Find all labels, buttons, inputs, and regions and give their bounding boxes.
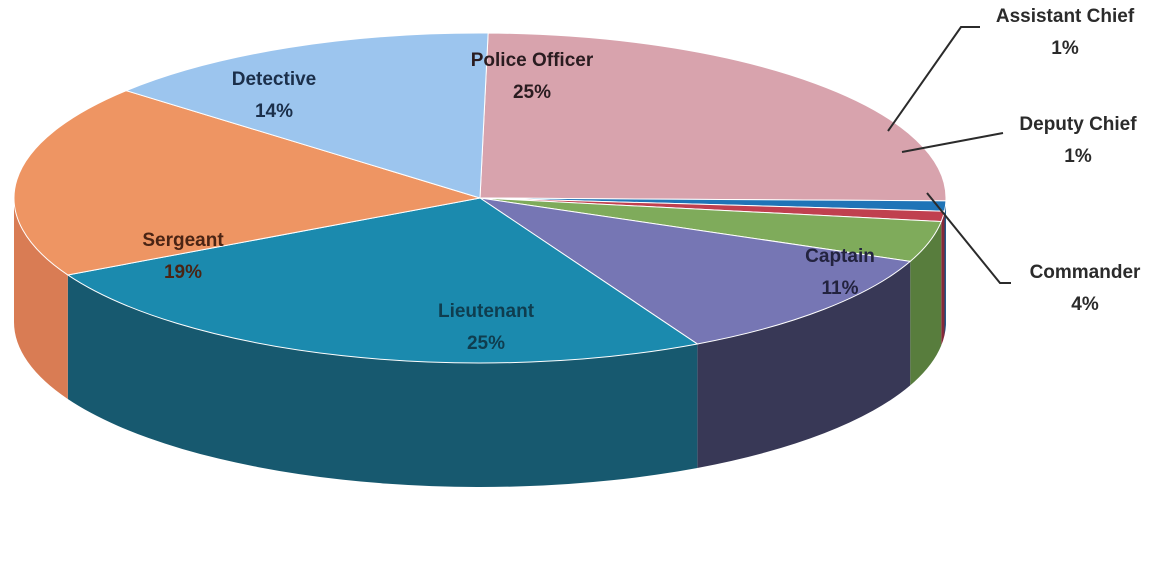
slice-label-lieutenant: Lieutenant: [438, 301, 535, 322]
slice-value-lieutenant: 25%: [467, 333, 505, 354]
pie-slice-detective: [124, 32, 489, 199]
slice-label-police-officer: Police Officer: [471, 50, 594, 71]
slice-label-deputy-chief: Deputy Chief: [1019, 114, 1137, 135]
pie-side-sergeant: [14, 198, 68, 399]
leader-line-commander: [926, 192, 1011, 284]
slice-label-sergeant: Sergeant: [142, 230, 224, 251]
leader-line-assistant-chief: [887, 26, 980, 132]
pie-slice-police-officer: [479, 32, 947, 202]
slice-value-sergeant: 19%: [164, 262, 202, 283]
slice-label-assistant-chief: Assistant Chief: [996, 6, 1135, 27]
slice-value-detective: 14%: [255, 101, 293, 122]
pie-side-walls: [14, 198, 946, 487]
pie-slice-sergeant: [13, 90, 481, 276]
slice-label-captain: Captain: [805, 246, 875, 267]
leader-line-deputy-chief: [901, 132, 1004, 153]
slice-label-commander: Commander: [1030, 262, 1141, 283]
pie-side-assistant-chief: [944, 200, 946, 336]
slice-labels: Police Officer 25% Assistant Chief 1% Deputy…: [142, 6, 1141, 354]
pie-side-commander: [910, 221, 942, 386]
leader-lines: [887, 26, 1011, 284]
pie-side-deputy-chief: [941, 211, 945, 346]
slice-value-deputy-chief: 1%: [1064, 146, 1092, 167]
pie-side-lieutenant: [67, 274, 698, 487]
slice-value-assistant-chief: 1%: [1051, 38, 1079, 59]
pie-slice-lieutenant: [66, 197, 699, 364]
pie-side-captain: [697, 261, 911, 468]
slice-value-captain: 11%: [822, 278, 859, 299]
pie-slice-captain: [479, 197, 912, 345]
slice-value-police-officer: 25%: [513, 82, 551, 103]
slice-value-commander: 4%: [1071, 294, 1099, 315]
pie-top-slices: [13, 32, 947, 364]
slice-label-detective: Detective: [232, 69, 317, 90]
